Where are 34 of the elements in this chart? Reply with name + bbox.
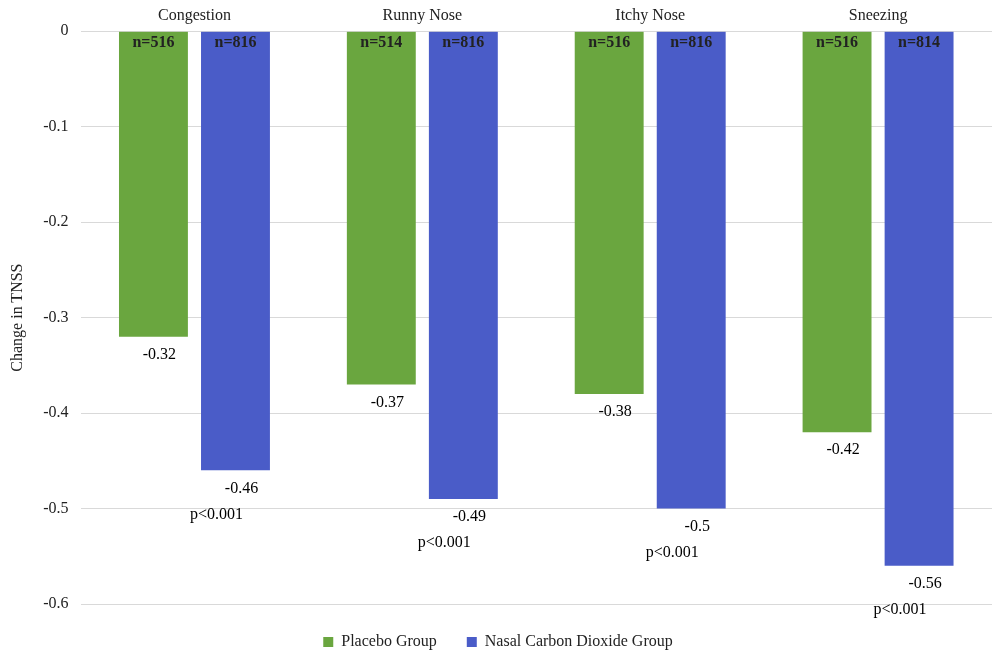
y-axis-title: Change in TNSS [7,263,26,372]
data-label: -0.42 [826,440,860,458]
legend-label: Placebo Group [341,632,437,651]
y-tick-label: -0.3 [43,307,69,325]
x-tick-label: Sneezing [848,5,908,24]
annotation: n=516 [588,32,631,50]
x-tick-label: Itchy Nose [615,5,686,24]
data-label: -0.46 [224,478,259,496]
annotation: n=814 [898,32,941,50]
annotation: p<0.001 [873,600,927,619]
annotation: n=516 [816,32,859,50]
legend-label: Nasal Carbon Dioxide Group [484,632,673,651]
y-tick-label: -0.4 [43,403,69,421]
annotation: n=816 [670,32,713,50]
data-label: -0.56 [908,574,942,592]
x-tick-label: Congestion [158,5,231,24]
data-label: -0.49 [452,507,487,525]
data-label: -0.32 [142,344,177,362]
x-tick-label: Runny Nose [382,5,463,24]
y-tick-label: -0.2 [43,212,69,230]
y-tick-label: 0 [60,21,69,39]
y-tick-label: -0.1 [43,116,69,134]
annotation: n=816 [442,32,485,50]
annotation: n=516 [132,32,175,50]
annotation: n=514 [360,32,403,50]
annotation: p<0.001 [417,533,471,552]
annotation: n=816 [214,32,257,50]
data-label: -0.5 [684,516,710,534]
y-tick-label: -0.6 [43,594,69,612]
annotation: p<0.001 [189,504,243,523]
data-label: -0.38 [598,402,632,420]
data-label: -0.37 [370,392,404,410]
annotation: p<0.001 [645,542,699,561]
y-tick-label: -0.5 [43,498,69,516]
